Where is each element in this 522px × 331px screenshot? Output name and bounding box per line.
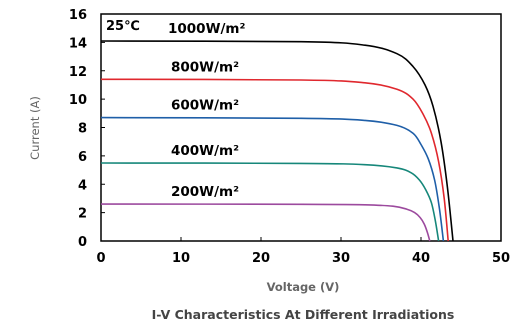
chart-title: I-V Characteristics At Different Irradia… <box>152 307 455 322</box>
series-label: 400W/m² <box>171 143 239 159</box>
y-tick-label: 4 <box>78 178 87 193</box>
series-label: 1000W/m² <box>168 21 245 37</box>
y-tick-label: 0 <box>78 235 87 250</box>
y-tick-label: 8 <box>78 122 87 137</box>
temperature-annotation: 25℃ <box>106 19 140 34</box>
y-axis-label: Current (A) <box>28 96 42 160</box>
series-line-200w <box>100 203 431 242</box>
series-label: 600W/m² <box>171 98 239 114</box>
y-tick-label: 10 <box>69 93 87 108</box>
series-label: 200W/m² <box>171 184 239 200</box>
y-tick-label: 6 <box>78 150 87 165</box>
x-tick-label: 40 <box>412 251 430 266</box>
series-line-600w <box>100 116 445 242</box>
plot-frame <box>100 13 502 242</box>
y-tick-label: 16 <box>69 8 87 23</box>
x-tick-label: 0 <box>96 251 105 266</box>
y-tick-label: 2 <box>78 207 87 222</box>
x-axis-label: Voltage (V) <box>267 280 340 294</box>
x-tick-label: 50 <box>492 251 510 266</box>
x-tick-label: 30 <box>332 251 350 266</box>
series-line-1000w <box>100 40 454 242</box>
y-tick-label: 14 <box>69 36 87 51</box>
x-tick-label: 20 <box>252 251 270 266</box>
series-label: 800W/m² <box>171 59 239 75</box>
series-line-400w <box>100 162 440 242</box>
y-tick-label: 12 <box>69 65 87 80</box>
x-tick-label: 10 <box>172 251 190 266</box>
series-line-800w <box>100 78 449 242</box>
